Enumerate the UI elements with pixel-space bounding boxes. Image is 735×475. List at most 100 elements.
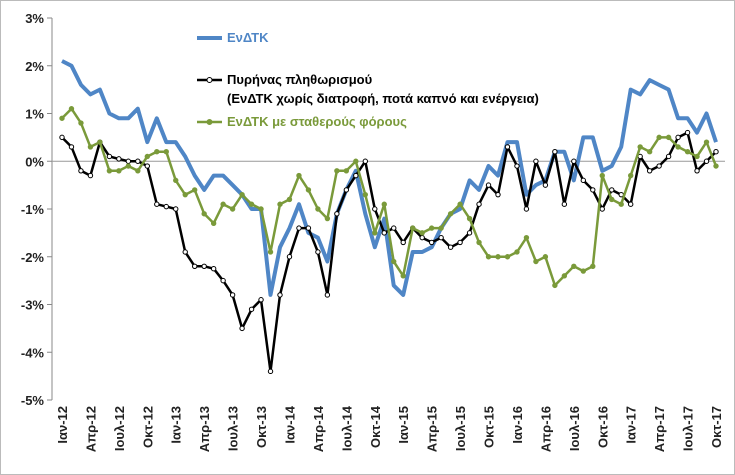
- x-tick-label: Ιουλ-13: [226, 406, 241, 451]
- legend-marker: [206, 77, 213, 83]
- point: [504, 144, 511, 150]
- point: [684, 129, 691, 136]
- point: [504, 254, 511, 260]
- point: [590, 263, 596, 269]
- x-tick-label: Απρ-15: [425, 406, 440, 452]
- point: [665, 134, 672, 141]
- point: [182, 191, 188, 198]
- point: [125, 163, 132, 169]
- point: [116, 156, 122, 162]
- point: [201, 263, 207, 269]
- point: [277, 292, 283, 298]
- point: [343, 187, 350, 193]
- point: [476, 201, 482, 207]
- point: [248, 201, 255, 207]
- point: [220, 201, 226, 207]
- point: [590, 187, 596, 193]
- point: [684, 149, 691, 155]
- point: [286, 254, 293, 260]
- point: [713, 163, 719, 169]
- point: [533, 258, 539, 265]
- point: [609, 196, 615, 203]
- point: [173, 177, 179, 184]
- point: [514, 163, 520, 169]
- x-tick-label: Οκτ-14: [368, 405, 383, 448]
- point: [428, 239, 435, 246]
- point: [59, 115, 65, 121]
- point: [599, 172, 605, 179]
- point: [267, 368, 274, 375]
- x-tick-label: Οκτ-13: [254, 406, 269, 448]
- point: [173, 206, 179, 212]
- point: [87, 144, 94, 150]
- point: [552, 149, 558, 155]
- point: [466, 215, 473, 222]
- point: [116, 168, 122, 174]
- point: [703, 158, 710, 164]
- point: [68, 144, 75, 150]
- y-tick-label: -4%: [21, 345, 45, 360]
- point: [239, 325, 245, 332]
- x-tick-label: Οκτ-17: [709, 406, 724, 448]
- point: [476, 239, 482, 246]
- y-tick-label: 0%: [25, 154, 44, 169]
- point: [258, 297, 264, 303]
- point: [210, 220, 217, 227]
- point: [495, 254, 501, 260]
- x-tick-label: Ιαν-12: [55, 406, 70, 444]
- point: [163, 149, 169, 155]
- point: [305, 225, 312, 231]
- point: [78, 168, 84, 174]
- x-tick-label: Ιουλ-12: [112, 406, 127, 451]
- legend-label: ΕνΔΤΚ: [227, 30, 269, 45]
- point: [580, 177, 587, 184]
- point: [400, 239, 406, 246]
- point: [675, 144, 681, 150]
- point: [675, 134, 681, 141]
- y-tick-label: 2%: [25, 59, 44, 74]
- point: [694, 153, 700, 160]
- point: [381, 201, 387, 207]
- point: [362, 158, 369, 164]
- x-tick-label: Απρ-14: [311, 405, 326, 452]
- point: [561, 273, 568, 279]
- point: [438, 234, 444, 241]
- point: [248, 306, 255, 312]
- point: [305, 187, 312, 193]
- point: [542, 182, 549, 188]
- point: [239, 191, 245, 198]
- point: [656, 163, 662, 169]
- x-tick-label: Ιουλ-17: [681, 406, 696, 451]
- y-tick-label: -3%: [21, 298, 45, 313]
- point: [334, 168, 340, 174]
- point: [220, 277, 226, 284]
- point: [713, 149, 719, 155]
- point: [154, 149, 160, 155]
- legend-label: Πυρήνας πληθωρισμού (ΕνΔΤΚ χωρίς διατροφ…: [227, 72, 539, 106]
- point: [135, 158, 141, 164]
- x-tick-label: Ιαν-16: [510, 406, 525, 444]
- point: [646, 149, 653, 155]
- point: [78, 120, 84, 126]
- point: [296, 225, 302, 231]
- point: [495, 191, 501, 198]
- point: [154, 201, 160, 207]
- point: [514, 249, 520, 255]
- point: [428, 225, 435, 231]
- x-tick-label: Οκτ-16: [595, 406, 610, 448]
- point: [106, 153, 113, 160]
- point: [457, 239, 463, 246]
- point: [353, 172, 359, 179]
- point: [191, 187, 198, 193]
- point: [362, 191, 369, 198]
- point: [315, 206, 321, 212]
- point: [438, 225, 444, 231]
- y-tick-label: -1%: [21, 202, 45, 217]
- series-line: [61, 59, 718, 297]
- y-tick-label: -5%: [21, 393, 45, 408]
- point: [267, 249, 274, 255]
- x-tick-label: Ιαν-15: [396, 406, 411, 444]
- point: [191, 263, 198, 269]
- point: [609, 187, 615, 193]
